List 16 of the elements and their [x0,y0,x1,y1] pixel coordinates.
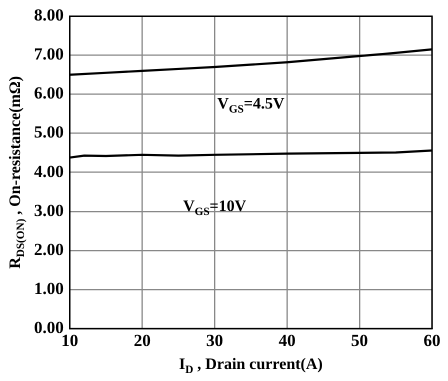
y-tick-label: 3.00 [34,200,64,220]
y-tick-label: 5.00 [34,122,64,142]
x-tick-label: 60 [424,331,440,350]
y-tick-label: 1.00 [34,278,64,298]
y-axis-title: RDS(ON) , On-resistance(mΩ) [7,76,27,269]
y-tick-label: 2.00 [34,240,64,259]
x-tick-label: 40 [278,331,296,350]
x-tick-label: 20 [134,331,151,350]
x-tick-label: 50 [351,331,368,350]
y-tick-label: 0.00 [34,318,64,337]
y-tick-label: 7.00 [34,44,64,64]
x-tick-label: 10 [61,331,78,350]
x-tick-label: 30 [206,331,224,350]
y-tick-label: 6.00 [34,84,64,103]
y-tick-label: 8.00 [34,6,64,25]
y-tick-label: 4.00 [34,162,64,181]
